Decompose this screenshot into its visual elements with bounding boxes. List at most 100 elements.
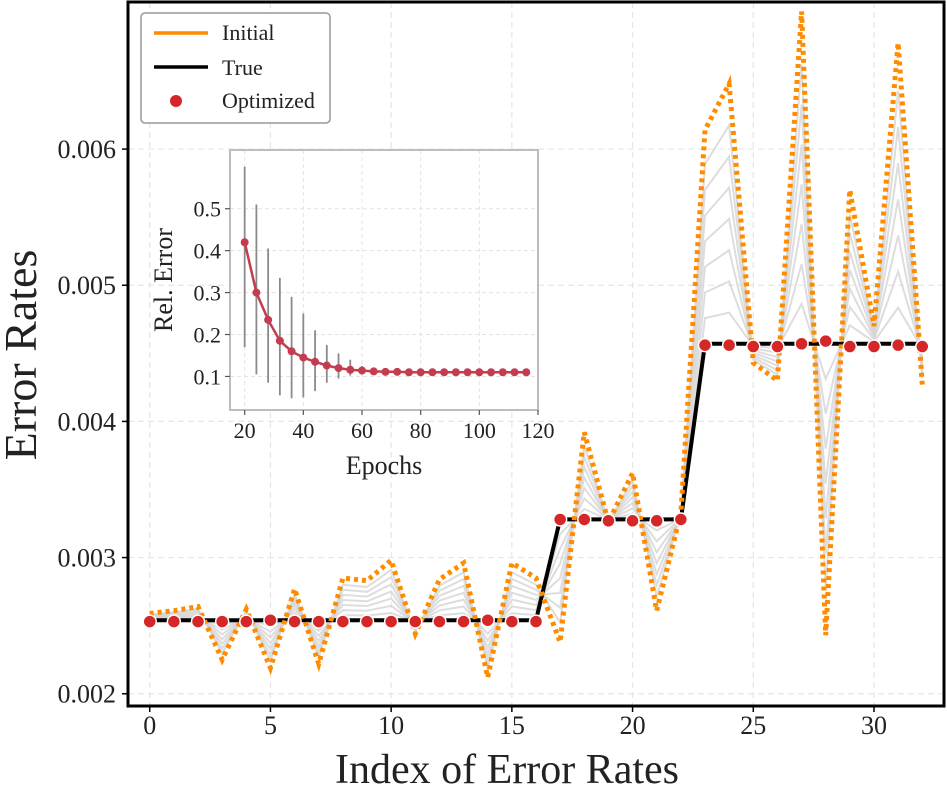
main-y-tick-label: 0.005 [58, 271, 117, 300]
optimized-point [721, 337, 737, 353]
optimized-point [287, 614, 302, 629]
inset-point [358, 366, 366, 375]
optimized-point [456, 614, 471, 629]
inset-x-axis-label: Epochs [346, 451, 423, 480]
main-x-tick-label: 10 [378, 711, 404, 740]
inset-point [299, 353, 308, 362]
convergence-trace [149, 184, 924, 651]
inset-x-tick-label: 80 [410, 418, 432, 443]
optimized-point [552, 512, 568, 527]
inset-point [287, 347, 296, 356]
inset-chart: 20 40 60 80 100 120 0.1 0.2 0.3 0.4 0.5 Epochs Rel… [149, 149, 555, 480]
optimized-point [166, 614, 182, 629]
optimized-point [359, 614, 375, 629]
main-y-tick-label: 0.006 [58, 135, 117, 164]
main-plot-frame [126, 0, 946, 708]
main-y-axis-label: Error Rates [0, 250, 46, 461]
optimized-point [746, 339, 761, 354]
optimized-point [480, 612, 495, 628]
legend-optimized-swatch [170, 95, 182, 107]
inset-background [230, 150, 538, 410]
inset-point [522, 368, 531, 377]
main-x-tick-label: 20 [620, 711, 646, 740]
optimized-point [794, 336, 809, 352]
optimized-point [649, 513, 664, 529]
inset-point [322, 361, 331, 370]
main-y-tick-label: 0.003 [58, 544, 117, 573]
convergence-trace [149, 263, 924, 636]
initial-series-line [149, 11, 925, 678]
inset-y-tick-label: 0.4 [194, 239, 222, 264]
inset-series [240, 238, 531, 377]
optimized-point [335, 614, 351, 629]
optimized-point [408, 614, 423, 629]
inset-x-tick-label: 100 [463, 418, 496, 443]
inset-frame [229, 149, 539, 411]
inset-x-tick-label: 120 [522, 418, 555, 443]
inset-x-tick-label: 60 [351, 418, 373, 443]
inset-point [311, 357, 320, 366]
main-y-tick-label: 0.002 [58, 680, 117, 709]
convergence-trace [149, 144, 924, 658]
inset-axis-ticks: 20 40 60 80 100 120 0.1 0.2 0.3 0.4 0.5 [194, 197, 555, 443]
inset-point [252, 288, 261, 297]
optimized-point [818, 333, 833, 349]
inset-point [346, 365, 355, 374]
inset-y-tick-label: 0.1 [194, 364, 222, 389]
optimized-point [504, 614, 520, 629]
optimized-point [142, 614, 157, 629]
inset-point [275, 336, 284, 345]
main-x-tick-label: 25 [740, 711, 766, 740]
optimized-point [770, 339, 785, 354]
inset-x-tick-label: 20 [234, 418, 256, 443]
inset-point [463, 368, 472, 377]
optimized-point [190, 614, 206, 629]
inset-y-tick-label: 0.5 [194, 197, 222, 222]
main-x-tick-label: 5 [264, 711, 277, 740]
optimized-point [915, 339, 930, 354]
optimized-point [866, 339, 882, 354]
inset-point [416, 368, 425, 377]
main-y-tick-label: 0.004 [58, 407, 117, 436]
legend-optimized-label: Optimized [222, 88, 315, 113]
optimized-point [601, 513, 616, 529]
legend-box [140, 12, 331, 124]
optimized-point [577, 512, 592, 527]
inset-point [440, 368, 449, 377]
inset-point [451, 368, 460, 377]
inset-point [487, 368, 496, 377]
optimized-point [842, 339, 858, 354]
optimized-point [383, 614, 399, 629]
inset-point [264, 315, 273, 324]
inset-y-tick-label: 0.3 [194, 281, 222, 306]
main-x-tick-label: 0 [143, 711, 156, 740]
legend-true-label: True [222, 55, 263, 80]
optimized-point [890, 337, 906, 353]
optimized-point [214, 614, 230, 629]
inset-y-tick-label: 0.2 [194, 323, 222, 348]
optimized-point [263, 612, 278, 628]
inset-point [369, 367, 378, 376]
main-axis-ticks: 0 5 10 15 20 25 30 0.002 0.003 0.004 0.005 0.006 [58, 135, 887, 740]
optimized-point [239, 614, 254, 629]
inset-point [404, 368, 413, 377]
convergence-trace [149, 224, 924, 643]
inset-point [393, 367, 402, 376]
optimized-point [528, 614, 544, 629]
optimized-markers [142, 333, 930, 629]
legend: Initial True Optimized [140, 12, 331, 124]
main-x-tick-label: 15 [499, 711, 525, 740]
main-x-axis-label: Index of Error Rates [335, 747, 679, 785]
inset-point [498, 368, 507, 377]
inset-y-axis-label: Rel. Error [149, 228, 178, 332]
optimized-point [673, 512, 689, 527]
optimized-point [311, 614, 326, 629]
optimized-point [625, 513, 640, 529]
main-x-tick-label: 30 [861, 711, 887, 740]
inset-point [428, 368, 437, 377]
inset-point [475, 368, 484, 377]
legend-initial-label: Initial [222, 20, 275, 45]
inset-point [381, 367, 390, 376]
